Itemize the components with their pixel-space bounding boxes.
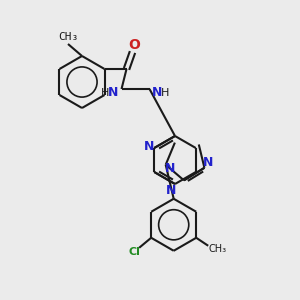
Text: N: N [164, 162, 175, 175]
Text: N: N [152, 86, 163, 100]
Text: O: O [129, 38, 140, 52]
Text: N: N [144, 140, 154, 152]
Text: CH₃: CH₃ [208, 244, 226, 254]
Text: CH₃: CH₃ [58, 32, 78, 42]
Text: H: H [101, 88, 110, 98]
Text: N: N [108, 86, 119, 100]
Text: Cl: Cl [128, 247, 140, 257]
Text: N: N [166, 184, 176, 196]
Text: N: N [203, 156, 214, 169]
Text: H: H [161, 88, 170, 98]
